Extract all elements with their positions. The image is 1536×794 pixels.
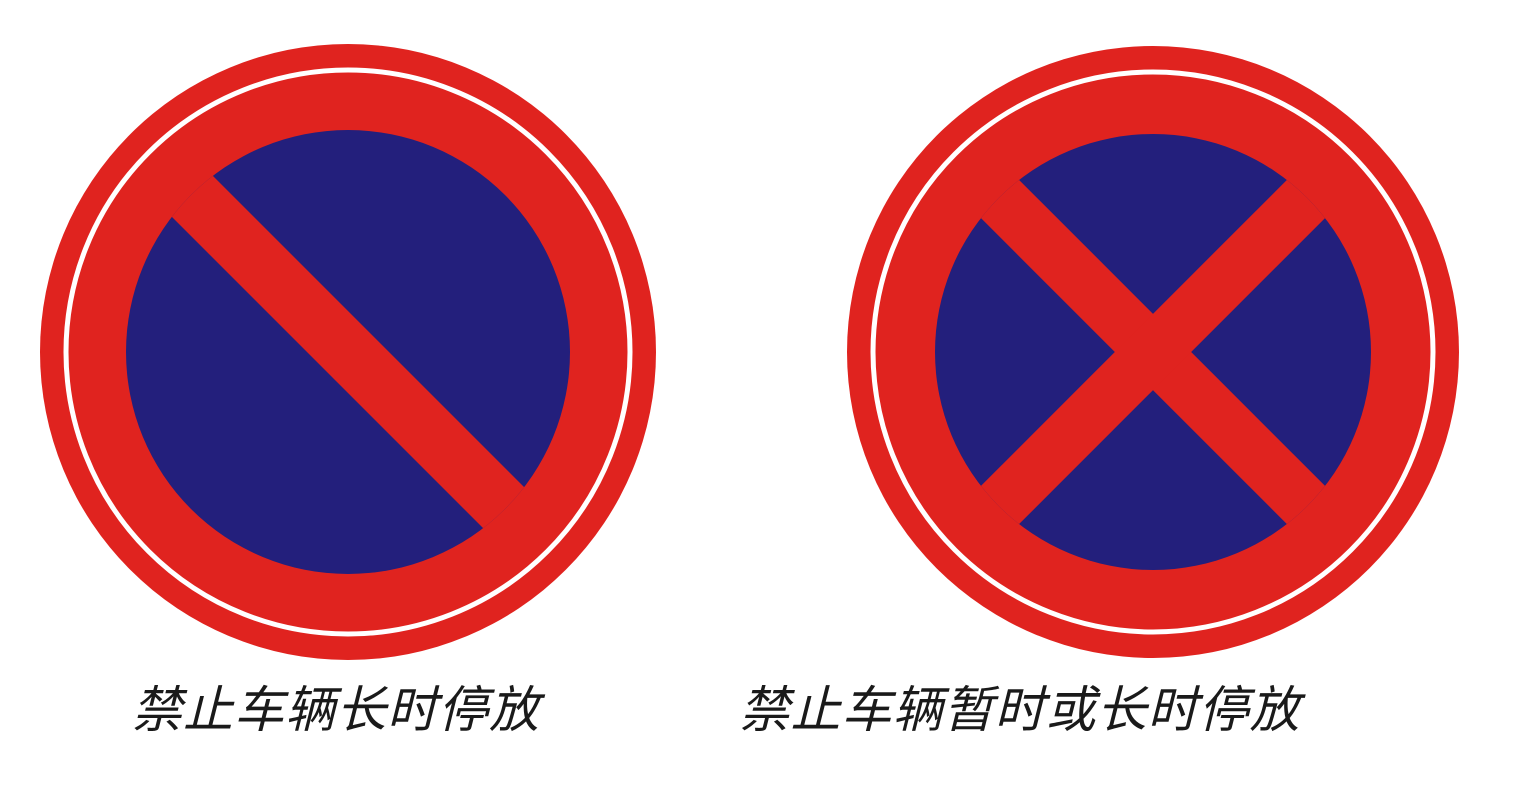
sign-caption-left: 禁止车辆长时停放 (132, 681, 540, 739)
no-long-term-parking-sign (40, 44, 656, 660)
sign-panel-no-long-parking: 禁止车辆长时停放 (40, 44, 656, 739)
sign-panel-no-parking-or-stopping: 禁止车辆暂时或长时停放 (740, 0, 1536, 794)
no-stopping-or-parking-sign (847, 46, 1459, 658)
sign-caption-right: 禁止车辆暂时或长时停放 (739, 681, 1301, 739)
white-inner-outline (63, 67, 633, 637)
white-inner-outline (870, 69, 1436, 635)
